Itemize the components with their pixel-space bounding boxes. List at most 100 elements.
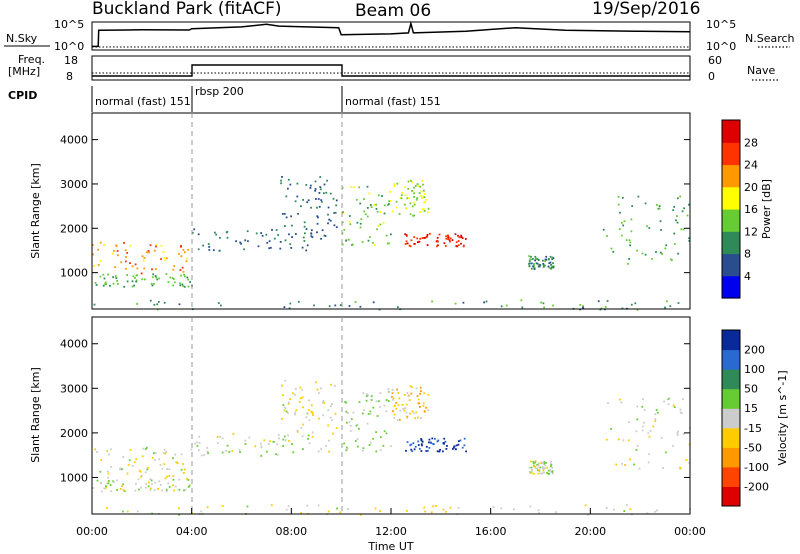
scatter-cell-8-21 (669, 258, 672, 261)
scatter-cell-7-45 (537, 464, 540, 467)
scatter-cell-2-46 (273, 237, 276, 240)
scatter-cell-5-26 (413, 448, 416, 451)
scatter-cell-6-2 (393, 183, 396, 185)
scatter-cell-4-30 (366, 185, 369, 188)
power-cbar-tick-1: 24 (744, 159, 758, 172)
scatter-cell-3-17 (296, 195, 299, 198)
scatter-cell-9-42 (462, 301, 465, 304)
scatter-cell-7-47 (547, 265, 550, 268)
scatter-cell-6-44 (404, 407, 407, 409)
nsky-label: N.Sky (6, 32, 38, 45)
scatter-cell-7-46 (539, 462, 542, 465)
scatter-cell-7-55 (538, 265, 541, 268)
scatter-cell-7-31 (536, 467, 539, 470)
scatter-cell-5-31 (418, 447, 421, 450)
nave-label: Nave (747, 64, 775, 77)
scatter-cell-1-10 (102, 284, 105, 287)
scatter-cell-2-31 (232, 433, 235, 435)
scatter-cell-4-55 (345, 446, 348, 449)
scatter-cell-7-16 (534, 465, 537, 468)
scatter-cell-7-32 (534, 461, 537, 464)
scatter-cell-3-54 (285, 216, 288, 219)
scatter-cell-6-20 (396, 182, 399, 185)
scatter-cell-5-47 (420, 450, 423, 452)
scatter-cell-0-9 (145, 447, 148, 449)
scatter-cell-4-34 (387, 400, 390, 402)
scatter-cell-5-14 (455, 241, 458, 244)
scatter-cell-2-55 (266, 450, 268, 453)
scatter-cell-8-3 (620, 221, 623, 224)
scatter-cell-5-18 (457, 244, 460, 247)
scatter-cell-3-5 (320, 387, 322, 390)
scatter-cell-3-45 (306, 201, 309, 204)
scatter-cell-1-8 (186, 477, 188, 480)
scatter-cell-2-19 (240, 242, 242, 245)
scatter-cell-0-34 (165, 450, 168, 453)
scatter-cell-4-17 (347, 238, 350, 241)
scatter-cell-3-56 (319, 188, 322, 191)
scatter-cell-5-54 (447, 234, 449, 237)
scatter-cell-0-60 (138, 469, 141, 472)
scatter-cell-3-17 (284, 379, 287, 382)
scatter-cell-3-21 (287, 412, 289, 414)
scatter-cell-8-20 (656, 411, 659, 414)
scatter-cell-6-19 (396, 419, 399, 422)
scatter-cell-3-16 (331, 403, 333, 405)
scatter-cell-6-39 (416, 183, 419, 185)
scatter-cell-1-48 (103, 277, 106, 280)
scatter-cell-5-46 (453, 446, 455, 449)
scatter-cell-6-3 (411, 181, 414, 184)
scatter-cell-0-29 (133, 461, 136, 464)
scatter-cell-0-40 (154, 452, 157, 454)
scatter-cell-9-50 (283, 306, 286, 308)
scatter-cell-1-17 (167, 482, 170, 485)
scatter-cell-0-51 (119, 468, 121, 471)
scatter-cell-9-4 (654, 510, 657, 513)
scatter-cell-5-57 (455, 448, 457, 450)
scatter-cell-9-26 (599, 308, 602, 311)
scatter-cell-3-14 (287, 403, 290, 405)
scatter-cell-3-26 (316, 388, 319, 391)
scatter-cell-0-9 (149, 244, 152, 247)
scatter-cell-2-46 (307, 434, 310, 437)
scatter-cell-4-51 (368, 444, 371, 446)
scatter-cell-8-54 (659, 251, 662, 254)
scatter-cell-7-25 (543, 471, 545, 474)
scatter-cell-2-56 (244, 439, 247, 442)
scatter-cell-4-19 (379, 436, 382, 439)
nsearch-tick-top: 10^5 (706, 18, 736, 31)
scatter-cell-8-18 (676, 432, 679, 434)
scatter-cell-9-41 (584, 504, 587, 507)
scatter-cell-9-47 (149, 299, 152, 302)
scatter-cell-0-3 (146, 251, 148, 254)
scatter-cell-8-25 (643, 409, 646, 411)
scatter-cell-0-29 (99, 241, 102, 244)
scatter-cell-2-37 (284, 439, 287, 442)
scatter-cell-8-30 (629, 241, 632, 244)
scatter-cell-0-46 (180, 468, 183, 471)
scatter-cell-0-14 (97, 264, 100, 266)
scatter-cell-2-43 (288, 233, 290, 236)
scatter-cell-1-42 (173, 281, 176, 284)
scatter-cell-8-38 (673, 206, 676, 208)
scatter-cell-6-40 (401, 404, 404, 406)
scatter-cell-5-52 (423, 237, 426, 239)
scatter-cell-3-44 (335, 199, 338, 202)
scatter-cell-1-29 (158, 277, 161, 280)
cpid-segment-3: normal (fast) 151 (345, 95, 441, 108)
scatter-cell-7-20 (536, 258, 539, 260)
scatter-cell-2-59 (277, 234, 279, 236)
x-tick-label-5: 20:00 (574, 525, 606, 538)
scatter-cell-5-38 (405, 240, 408, 243)
velocity-cbar-tick-4: -15 (744, 422, 762, 435)
scatter-cell-0-27 (179, 269, 182, 271)
scatter-cell-0-0 (92, 244, 94, 246)
scatter-cell-0-0 (119, 467, 122, 470)
scatter-cell-1-57 (144, 486, 147, 489)
scatter-cell-6-22 (412, 214, 414, 217)
scatter-cell-3-49 (294, 413, 296, 416)
scatter-cell-7-56 (532, 461, 535, 463)
scatter-cell-2-13 (325, 444, 327, 447)
scatter-cell-2-31 (304, 232, 306, 235)
scatter-cell-3-12 (301, 388, 304, 391)
